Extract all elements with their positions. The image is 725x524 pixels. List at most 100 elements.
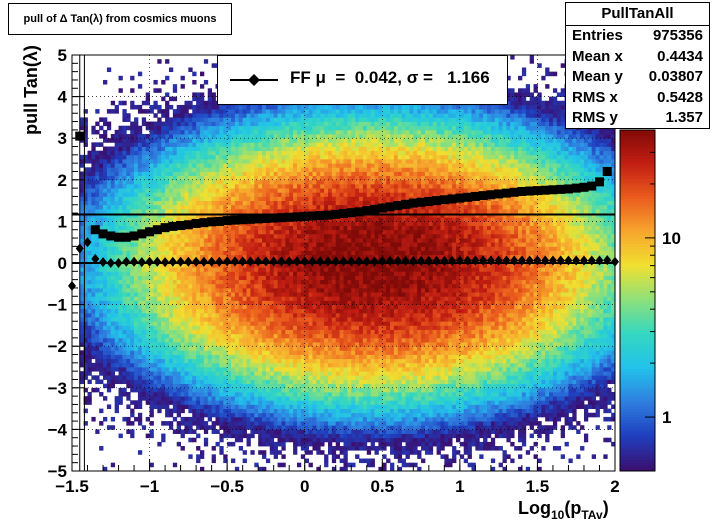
heatmap-cell xyxy=(141,117,147,122)
heatmap-cell xyxy=(250,204,255,210)
heatmap-cell xyxy=(223,225,228,231)
heatmap-cell xyxy=(161,396,166,401)
heatmap-cell xyxy=(118,387,123,393)
heatmap-cell xyxy=(293,200,298,206)
heatmap-cell xyxy=(242,404,247,409)
heatmap-cell xyxy=(223,358,228,364)
heatmap-cell xyxy=(296,271,302,276)
heatmap-cell xyxy=(203,233,209,239)
heatmap-cell xyxy=(277,113,282,118)
heatmap-cell xyxy=(308,387,313,393)
heatmap-cell xyxy=(134,337,139,343)
heatmap-cell xyxy=(168,250,174,256)
heatmap-cell xyxy=(165,271,170,276)
heatmap-cell xyxy=(304,304,309,310)
heatmap-cell xyxy=(289,254,294,260)
heatmap-cell xyxy=(110,163,116,168)
heatmap-cell xyxy=(83,279,88,285)
heatmap-cell xyxy=(165,100,170,106)
heatmap-cell xyxy=(134,150,139,156)
heatmap-cell xyxy=(176,367,181,372)
heatmap-cell xyxy=(149,221,154,226)
heatmap-cell xyxy=(157,292,162,297)
heatmap-cell xyxy=(134,279,139,285)
heatmap-cell xyxy=(184,329,189,335)
heatmap-cell xyxy=(168,117,174,122)
heatmap-cell xyxy=(242,167,247,172)
heatmap-cell xyxy=(269,421,275,426)
heatmap-cell xyxy=(176,325,181,330)
heatmap-cell xyxy=(304,208,309,214)
heatmap-cell xyxy=(203,125,209,131)
heatmap-cell xyxy=(238,404,244,409)
heatmap-cell xyxy=(242,346,247,351)
heatmap-cell xyxy=(234,400,240,405)
heatmap-cell xyxy=(110,225,116,231)
heatmap-cell xyxy=(304,391,309,397)
heatmap-cell xyxy=(176,329,181,335)
heatmap-cell xyxy=(83,308,88,314)
heatmap-cell xyxy=(126,275,131,281)
heatmap-cell xyxy=(157,117,162,122)
heatmap-cell xyxy=(211,283,216,289)
heatmap-cell xyxy=(273,379,278,385)
heatmap-cell xyxy=(308,175,313,181)
heatmap-cell xyxy=(83,346,88,351)
heatmap-cell xyxy=(141,167,147,172)
heatmap-cell xyxy=(227,342,232,347)
heatmap-cell xyxy=(122,167,127,172)
heatmap-cell xyxy=(165,208,170,214)
heatmap-cell xyxy=(231,429,236,434)
heatmap-cell xyxy=(269,296,275,301)
heatmap-cell xyxy=(273,304,278,310)
heatmap-cell xyxy=(281,337,286,343)
heatmap-cell xyxy=(300,196,306,201)
heatmap-cell xyxy=(114,129,119,135)
heatmap-cell xyxy=(145,163,150,168)
heatmap-cell xyxy=(110,246,116,251)
heatmap-cell xyxy=(122,183,127,189)
heatmap-cell xyxy=(215,167,220,172)
heatmap-cell xyxy=(304,329,309,335)
heatmap-cell xyxy=(199,179,205,185)
heatmap-cell xyxy=(199,246,205,251)
heatmap-cell xyxy=(95,358,100,364)
heatmap-cell xyxy=(118,308,123,314)
heatmap-cell xyxy=(130,138,135,143)
heatmap-cell xyxy=(289,238,294,243)
heatmap-cell xyxy=(246,408,251,414)
heatmap-cell xyxy=(141,354,147,360)
heatmap-cell xyxy=(258,192,263,197)
heatmap-cell xyxy=(114,183,119,189)
heatmap-cell xyxy=(320,441,325,447)
heatmap-cell xyxy=(227,279,232,285)
heatmap-cell xyxy=(231,163,236,168)
heatmap-cell xyxy=(250,375,255,380)
heatmap-cell xyxy=(258,129,263,135)
heatmap-cell xyxy=(211,167,216,172)
heatmap-cell xyxy=(300,375,306,380)
heatmap-cell xyxy=(188,312,193,318)
heatmap-cell xyxy=(308,383,313,389)
heatmap-cell xyxy=(285,346,290,351)
heatmap-cell xyxy=(258,221,263,226)
heatmap-cell xyxy=(95,312,100,318)
heatmap-cell xyxy=(269,362,275,368)
heatmap-cell xyxy=(126,167,131,172)
heatmap-cell xyxy=(168,379,174,385)
heatmap-cell xyxy=(157,279,162,285)
heatmap-cell xyxy=(312,138,317,143)
heatmap-cell xyxy=(258,312,263,318)
heatmap-cell xyxy=(180,233,185,239)
heatmap-cell xyxy=(168,412,174,418)
heatmap-cell xyxy=(184,346,189,351)
heatmap-cell xyxy=(153,154,158,160)
heatmap-cell xyxy=(165,217,170,222)
heatmap-cell xyxy=(207,142,213,147)
heatmap-cell xyxy=(91,387,96,393)
heatmap-cell xyxy=(161,350,166,355)
heatmap-cell xyxy=(223,367,228,372)
heatmap-cell xyxy=(250,425,255,430)
heatmap-cell xyxy=(312,254,317,260)
heatmap-cell xyxy=(250,325,255,330)
